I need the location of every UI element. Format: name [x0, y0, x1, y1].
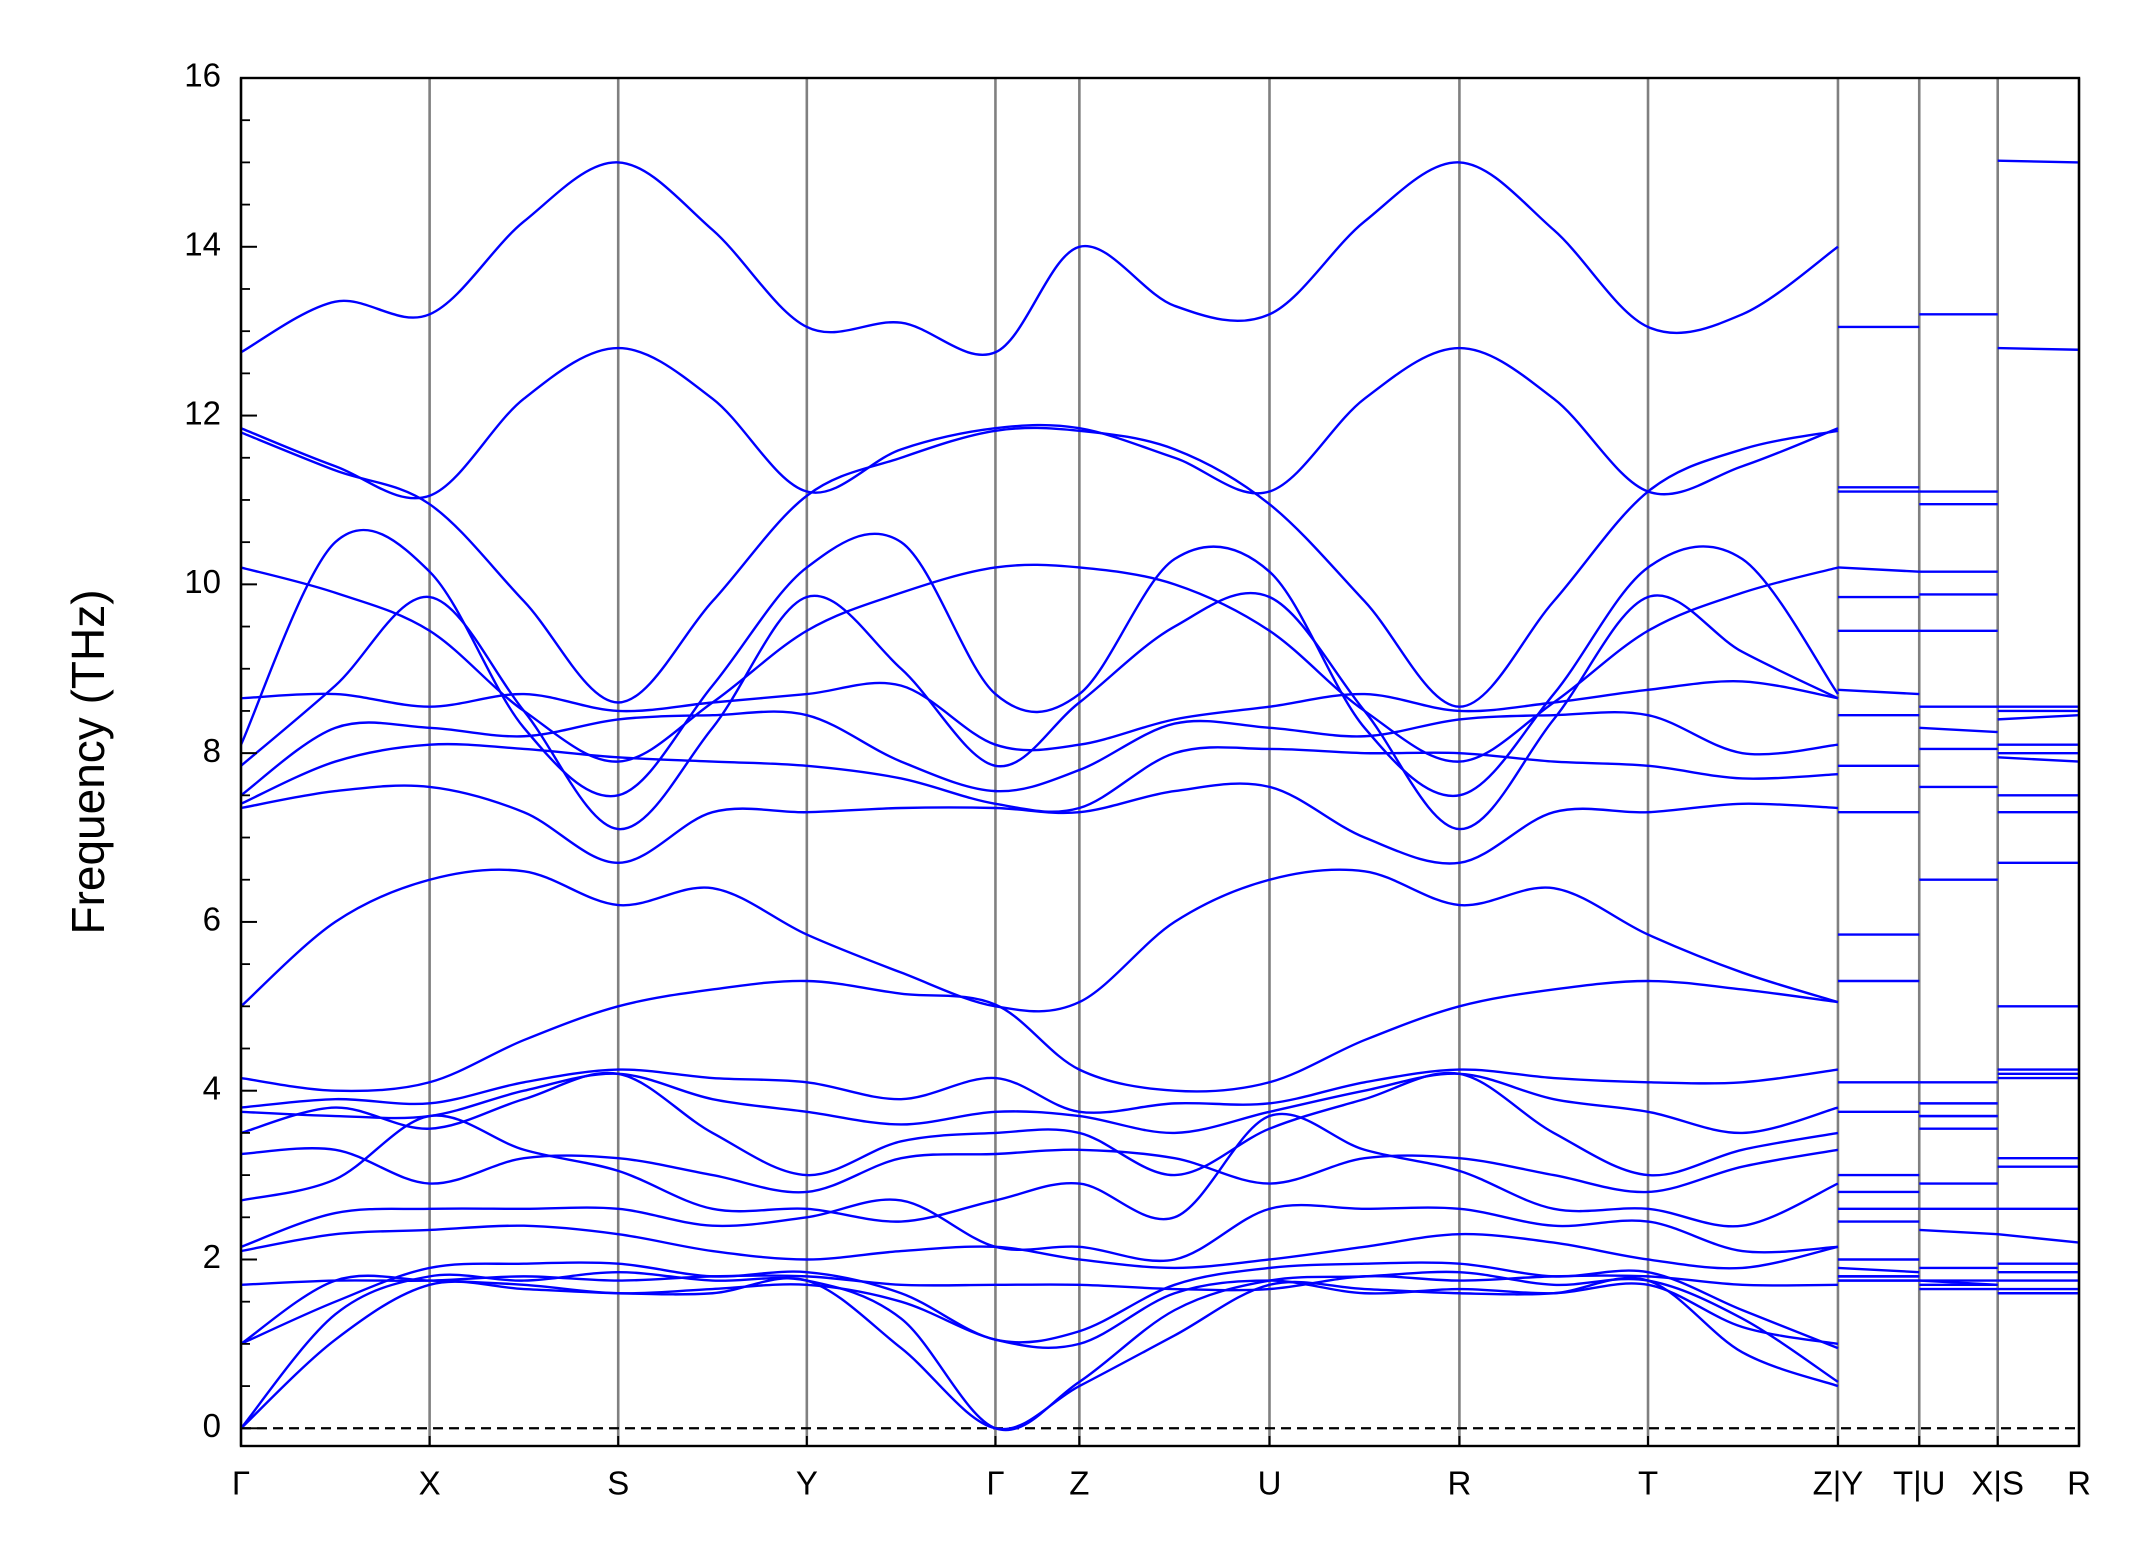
band-line: [240, 1261, 2079, 1350]
x-tick-label: R: [2067, 1465, 2091, 1502]
band-line: [240, 1224, 2080, 1270]
x-tick-label: Γ: [232, 1465, 250, 1502]
x-tick-label: X: [419, 1465, 441, 1502]
band-line: [240, 159, 2080, 356]
band-line: [240, 1072, 2079, 1135]
band-line: [240, 1274, 2079, 1292]
x-tick-label: Γ: [986, 1465, 1004, 1502]
band-line: [240, 1274, 2079, 1349]
band-line: [240, 861, 2079, 1013]
band-line: [240, 563, 2080, 763]
band-line: [240, 1068, 2079, 1114]
x-tick-label: T: [1638, 1465, 1658, 1502]
y-tick-label: 0: [203, 1407, 221, 1444]
x-tick-label: U: [1258, 1465, 1282, 1502]
band-line: [240, 1276, 2079, 1431]
band-line: [240, 591, 2079, 831]
plot-frame: [239, 76, 2081, 1448]
band-line: [240, 1270, 2079, 1432]
band-line: [240, 680, 2079, 752]
y-axis-label: Frequency (THz): [62, 589, 114, 934]
y-tick-label: 16: [184, 57, 221, 94]
band-line: [240, 979, 2079, 1093]
x-tick-label: Y: [796, 1465, 818, 1502]
y-tick-label: 12: [184, 394, 221, 431]
y-tick-label: 4: [203, 1069, 221, 1106]
band-line: [240, 1147, 2079, 1194]
y-tick-label: 14: [184, 226, 221, 263]
y-tick-label: 6: [203, 901, 221, 938]
band-line: [240, 426, 2079, 708]
band-line: [239, 528, 2079, 798]
x-tick-label: R: [1447, 1465, 1471, 1502]
y-tick-label: 2: [203, 1238, 221, 1275]
band-line: [240, 1071, 2079, 1177]
band-line: [240, 1112, 2079, 1228]
band-line: [240, 710, 2080, 797]
band-line: [240, 782, 2079, 865]
y-tick-label: 10: [184, 563, 221, 600]
y-tick-label: 8: [203, 732, 221, 769]
x-tick-label: T|U: [1893, 1465, 1946, 1502]
band-line: [240, 346, 2080, 500]
x-tick-label: S: [607, 1465, 629, 1502]
x-tick-label: X|S: [1971, 1465, 2024, 1502]
band-line: [240, 742, 2079, 813]
x-tick-label: Z: [1069, 1465, 1089, 1502]
band-line: [240, 1198, 2079, 1263]
x-tick-label: Z|Y: [1813, 1465, 1864, 1502]
